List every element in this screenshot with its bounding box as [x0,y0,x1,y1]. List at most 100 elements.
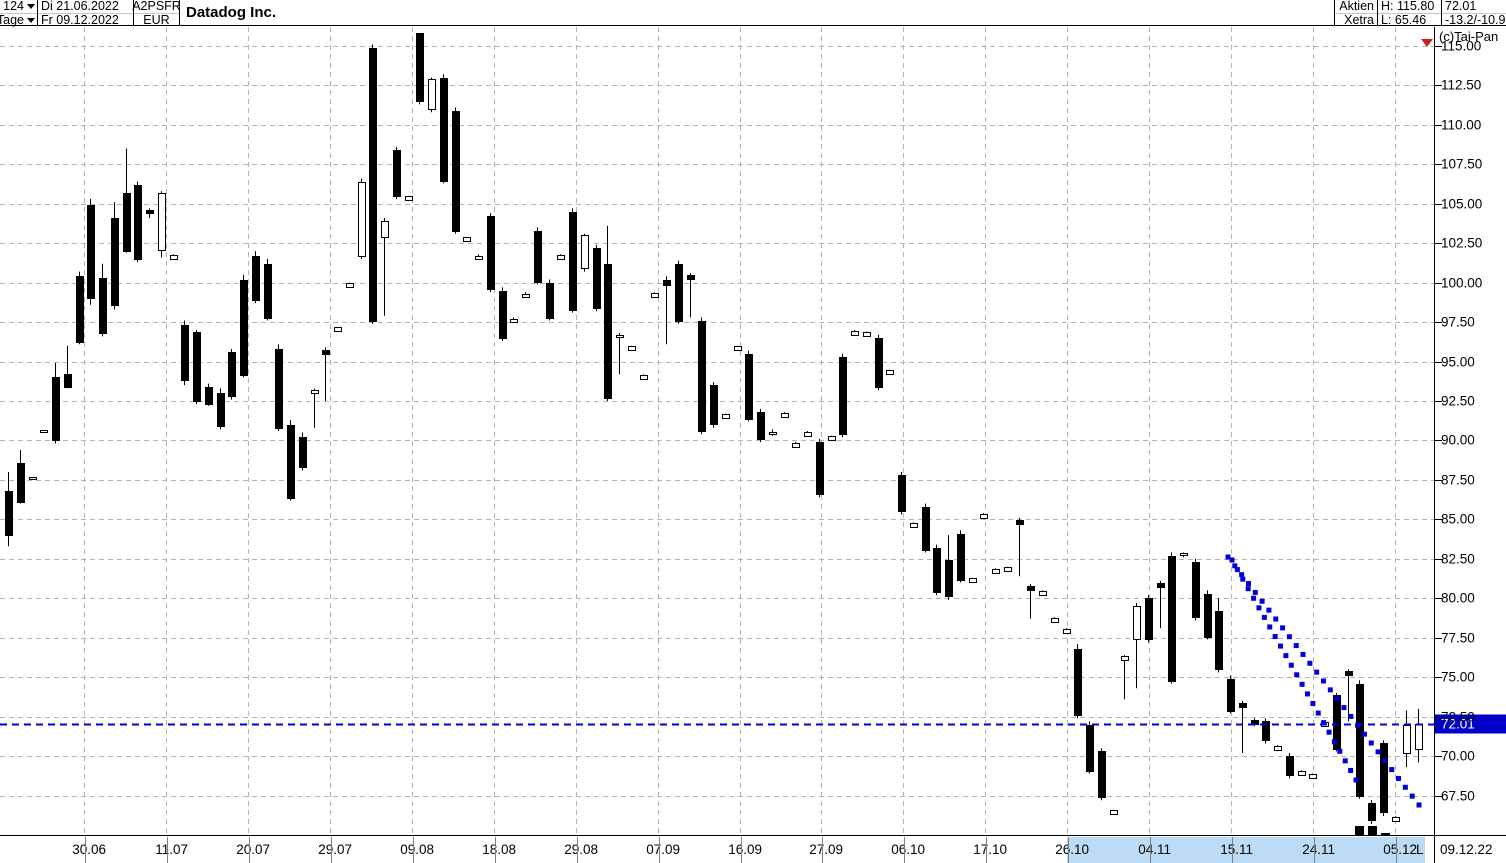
price-tick-mark [1435,598,1442,600]
candlestick-plot-area[interactable] [0,27,1434,835]
candle [1168,552,1176,684]
candle [123,148,131,253]
date-tick-mark [1396,837,1397,863]
candle [40,430,48,433]
candle [851,330,859,336]
trendline-dot [1331,739,1337,745]
trendline-dot [1272,634,1278,640]
candle [1180,552,1188,558]
candle [769,429,777,436]
date-tick-mark [85,837,86,863]
trendline-dot [1280,625,1286,631]
trendline-dot [1266,607,1272,613]
candle [181,320,189,386]
candle [416,33,424,105]
trendline-dot [1341,705,1347,711]
trendline-dot [1334,696,1340,702]
axis-glyph [1355,826,1364,835]
candle [287,419,295,501]
high-low-cell: H: 115.80 L: 65.46 [1378,0,1442,26]
chevron-down-icon[interactable] [27,17,35,23]
candle [898,472,906,515]
date-tick-mark [822,837,823,863]
candle [111,202,119,310]
date-tick-label: 09.08 [400,842,434,857]
price-tick-label: 107.50 [1441,156,1483,172]
price-tick-label: 70.00 [1441,748,1475,764]
trendline-dot [1300,651,1306,657]
candle [863,331,871,337]
candle [1004,566,1012,572]
trendline-dot [1321,678,1326,684]
last-price-cell: 72.01 -13.2/-10.9 [1442,0,1506,26]
price-tick-label: 72.50 [1441,709,1475,725]
candle [828,435,836,441]
trendline-dot [1375,749,1381,755]
candle [346,282,354,288]
trendline-dot [1307,660,1313,666]
chevron-down-icon[interactable] [27,4,35,9]
trendline-dot [1232,563,1238,569]
date-tick-label: 11.07 [155,842,188,857]
candle [217,388,225,430]
candle [1368,800,1376,824]
date-tick-label: 26.10 [1055,842,1089,857]
price-tick-mark [1435,401,1442,403]
current-price-marker: 72.01 [1435,714,1506,734]
period-selector-cell[interactable]: 124 Tage [0,0,38,26]
trendline-dot [1342,758,1348,764]
axis-glyph [1368,826,1377,835]
trendline-dot [1348,713,1354,719]
candle [1110,809,1118,815]
price-tick-mark [1435,45,1442,47]
candle [170,254,178,260]
price-tick-label: 112.50 [1441,77,1482,93]
trendline-dot [1382,758,1388,764]
trendline-dot [1299,681,1305,687]
candle [1157,580,1165,629]
alert-marker-icon [1421,39,1433,47]
price-tick-mark [1435,85,1442,87]
candle [158,191,166,258]
price-axis[interactable]: (c)Tai-Pan 72.01 115.00 112.50 110.00 107.5… [1421,27,1506,835]
period-low: L: 65.46 [1378,13,1441,26]
price-tick-label: 97.50 [1441,314,1475,330]
candle [992,568,1000,574]
date-selection-band[interactable] [1067,837,1425,863]
candle [1133,603,1141,689]
price-tick-label: 115.00 [1441,38,1482,54]
date-tick-mark [167,837,168,863]
price-tick-mark [1435,637,1442,639]
price-tick-label: 87.50 [1441,472,1475,488]
candle [886,369,894,375]
date-axis[interactable]: L 09.12.22 30.06 11.07 20.07 29.07 09.08 18.0… [0,826,1506,863]
period-unit-row[interactable]: Tage [0,13,37,26]
price-tick-mark [1435,677,1442,679]
date-range-cell[interactable]: Di 21.06.2022 Fr 09.12.2022 [38,0,134,26]
date-tick-label: 05.12 [1383,842,1417,857]
candle [1309,773,1317,779]
candle [134,181,142,263]
date-tick-mark [1314,837,1315,863]
candle [804,431,812,437]
price-tick-mark [1435,519,1442,521]
trendline-dot [1278,643,1284,649]
trendline-dot [1361,731,1367,737]
candle [1274,745,1282,751]
price-tick-label: 82.50 [1441,551,1475,567]
date-tick-mark [495,837,496,863]
trendline-dot [1304,691,1310,697]
trendline-dot [1368,740,1374,746]
candle [922,503,930,553]
price-tick-label: 110.00 [1441,117,1482,133]
symbol-cell[interactable]: A2PSFR EUR [132,0,181,26]
trendline-dot [1409,793,1415,799]
trendline-dot [1326,729,1332,735]
period-count-row[interactable]: 124 [0,0,37,13]
date-tick-label: 29.08 [564,842,598,857]
candle [557,254,565,260]
candle [29,477,37,480]
candle [1286,752,1294,779]
date-tick-label: 06.10 [891,842,925,857]
candle [17,449,25,504]
